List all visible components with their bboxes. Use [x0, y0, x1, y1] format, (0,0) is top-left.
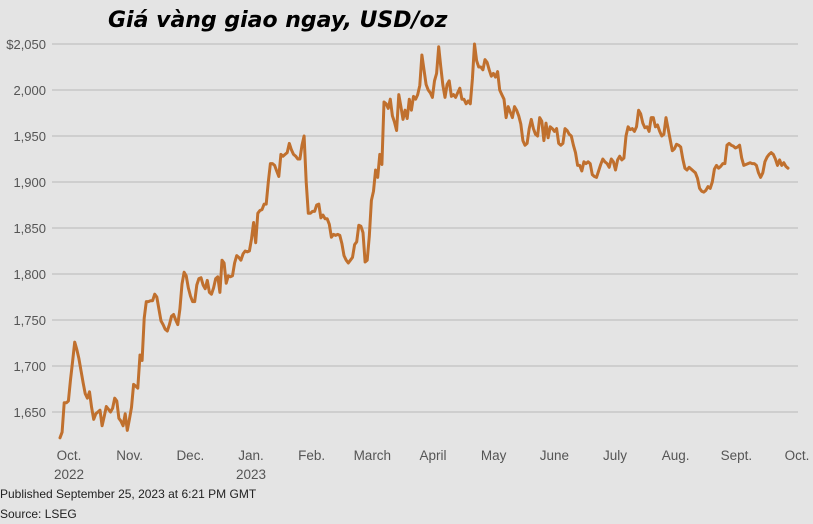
y-tick-label: 1,950 — [13, 129, 46, 144]
published-note: Published September 25, 2023 at 6:21 PM … — [0, 487, 257, 501]
source-note: Source: LSEG — [0, 507, 77, 521]
x-tick-label: Oct. — [785, 448, 810, 463]
x-tick-label: July — [603, 448, 627, 463]
x-tick-label: Nov. — [116, 448, 143, 463]
x-tick-label: June — [540, 448, 569, 463]
y-tick-label: $2,050 — [6, 37, 46, 52]
x-tick-label: May — [481, 448, 507, 463]
x-tick-label: Feb. — [298, 448, 325, 463]
y-tick-label: 2,000 — [13, 83, 46, 98]
series-line-gold-price — [58, 42, 790, 440]
x-tick-year-label: 2022 — [54, 467, 84, 482]
x-tick-label: Aug. — [662, 448, 690, 463]
y-tick-label: 1,750 — [13, 313, 46, 328]
y-axis-ticks: $2,050 2,000 1,950 1,900 1,850 1,800 1,750 1,70… — [6, 37, 46, 420]
x-tick-label: Dec. — [176, 448, 204, 463]
x-tick-label: Jan. — [238, 448, 264, 463]
x-tick-label: Sept. — [721, 448, 753, 463]
x-tick-label: April — [419, 448, 446, 463]
y-tick-label: 1,650 — [13, 405, 46, 420]
y-tick-label: 1,700 — [13, 359, 46, 374]
y-tick-label: 1,900 — [13, 175, 46, 190]
chart-title: Giá vàng giao ngay, USD/oz — [108, 8, 448, 33]
y-tick-label: 1,800 — [13, 267, 46, 282]
x-tick-year-label: 2023 — [236, 467, 266, 482]
x-tick-label: Oct. — [57, 448, 82, 463]
x-axis-ticks: Oct. 2022 Nov. Dec. Jan. 2023 Feb. March April Ma… — [54, 448, 809, 482]
gridlines — [52, 43, 798, 413]
y-tick-label: 1,850 — [13, 221, 46, 236]
x-tick-label: March — [354, 448, 392, 463]
